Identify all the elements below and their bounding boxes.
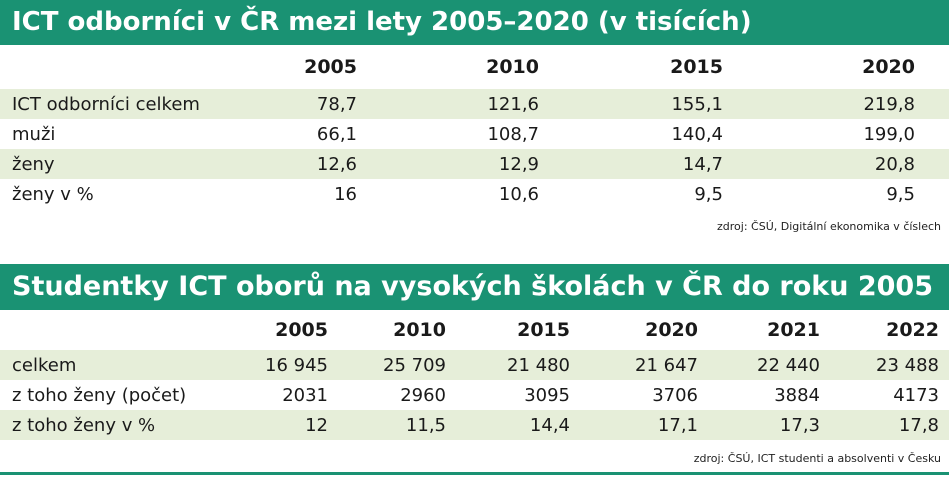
year-header: 2020 [862, 56, 915, 78]
row-label: muži [12, 123, 56, 145]
value-cell: 9,5 [694, 183, 723, 205]
value-cell: 20,8 [751, 149, 949, 179]
year-header: 2022 [886, 319, 939, 341]
header-label-cell [0, 310, 218, 350]
row-label: ženy v % [12, 183, 94, 205]
value-cell: 3706 [652, 384, 698, 406]
table-header-row: 2005 2010 2015 2020 2021 2022 [0, 310, 949, 350]
table-row: z toho ženy v % 12 11,5 14,4 17,1 17,3 1… [0, 410, 949, 440]
value-cell: 17,8 [830, 410, 949, 440]
row-label: ICT odborníci celkem [0, 89, 210, 119]
ict-students-table: 2005 2010 2015 2020 2021 2022 celkem 16 … [0, 310, 949, 440]
year-header: 2005 [304, 56, 357, 78]
row-label: z toho ženy (počet) [12, 384, 187, 406]
row-label: ženy [0, 149, 210, 179]
source-note: zdroj: ČSÚ, Digitální ekonomika v číslec… [717, 220, 941, 233]
value-cell: 2960 [400, 384, 446, 406]
value-cell: 12,9 [383, 149, 557, 179]
table-row: ženy 12,6 12,9 14,7 20,8 [0, 149, 949, 179]
value-cell: 14,7 [557, 149, 751, 179]
year-header: 2020 [645, 319, 698, 341]
table-row: ICT odborníci celkem 78,7 121,6 155,1 21… [0, 89, 949, 119]
year-header: 2015 [517, 319, 570, 341]
year-header: 2021 [767, 319, 820, 341]
row-label: celkem [0, 350, 218, 380]
value-cell: 11,5 [338, 410, 456, 440]
section-title-ict-professionals: ICT odborníci v ČR mezi lety 2005–2020 (… [0, 0, 949, 45]
value-cell: 3095 [524, 384, 570, 406]
value-cell: 17,3 [708, 410, 830, 440]
value-cell: 140,4 [671, 123, 723, 145]
section-title-ict-students: Studentky ICT oborů na vysokých školách … [0, 264, 949, 310]
value-cell: 9,5 [886, 183, 915, 205]
value-cell: 66,1 [316, 123, 357, 145]
table-row: celkem 16 945 25 709 21 480 21 647 22 44… [0, 350, 949, 380]
value-cell: 3884 [774, 384, 820, 406]
value-cell: 16 [334, 183, 357, 205]
table-row: ženy v % 16 10,6 9,5 9,5 [0, 179, 949, 209]
header-label-cell [0, 45, 210, 89]
value-cell: 199,0 [863, 123, 915, 145]
value-cell: 21 647 [580, 350, 708, 380]
value-cell: 121,6 [383, 89, 557, 119]
value-cell: 78,7 [210, 89, 383, 119]
bottom-divider [0, 472, 949, 475]
value-cell: 108,7 [487, 123, 539, 145]
year-header: 2010 [393, 319, 446, 341]
value-cell: 22 440 [708, 350, 830, 380]
value-cell: 17,1 [580, 410, 708, 440]
value-cell: 4173 [893, 384, 939, 406]
ict-professionals-table: 2005 2010 2015 2020 ICT odborníci celkem… [0, 45, 949, 209]
row-label: z toho ženy v % [0, 410, 218, 440]
year-header: 2015 [670, 56, 723, 78]
value-cell: 25 709 [338, 350, 456, 380]
value-cell: 16 945 [218, 350, 338, 380]
year-header: 2010 [486, 56, 539, 78]
value-cell: 14,4 [456, 410, 580, 440]
value-cell: 21 480 [456, 350, 580, 380]
table-row: muži 66,1 108,7 140,4 199,0 [0, 119, 949, 149]
table-header-row: 2005 2010 2015 2020 [0, 45, 949, 89]
table-row: z toho ženy (počet) 2031 2960 3095 3706 … [0, 380, 949, 410]
value-cell: 2031 [282, 384, 328, 406]
value-cell: 219,8 [751, 89, 949, 119]
value-cell: 12 [218, 410, 338, 440]
value-cell: 23 488 [830, 350, 949, 380]
source-note: zdroj: ČSÚ, ICT studenti a absolventi v … [693, 452, 941, 465]
value-cell: 10,6 [498, 183, 539, 205]
value-cell: 155,1 [557, 89, 751, 119]
value-cell: 12,6 [210, 149, 383, 179]
year-header: 2005 [275, 319, 328, 341]
